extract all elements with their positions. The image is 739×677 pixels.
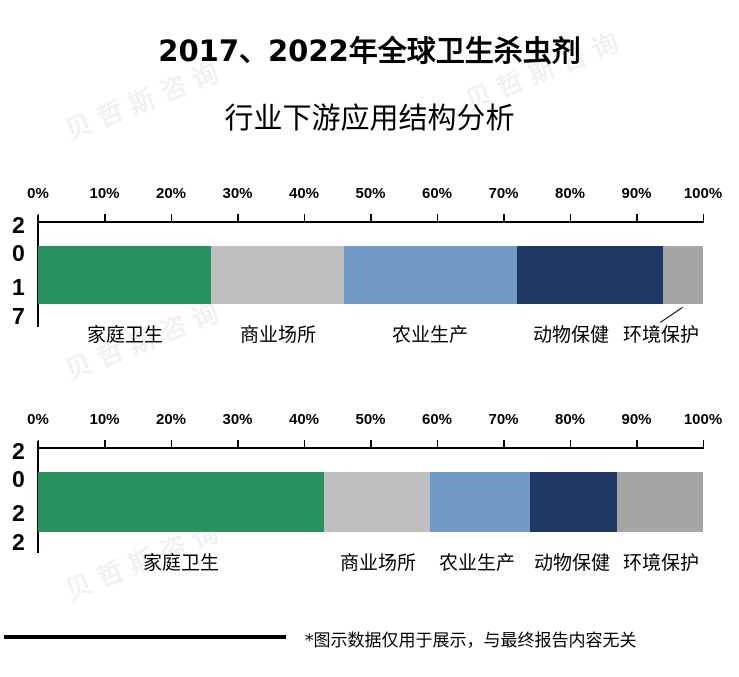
bar-segment[interactable] — [530, 472, 617, 532]
x-tick — [569, 214, 571, 222]
x-tick-label: 80% — [554, 185, 586, 202]
x-tick — [503, 440, 505, 448]
x-tick-label: 100% — [683, 411, 723, 428]
x-tick-label: 50% — [355, 411, 386, 428]
footer-divider — [4, 635, 286, 639]
x-tick-label: 20% — [155, 185, 187, 202]
x-tick-label: 60% — [421, 185, 453, 202]
x-tick-label: 80% — [554, 411, 586, 428]
x-tick-label: 90% — [621, 185, 652, 202]
x-tick — [303, 214, 305, 222]
x-tick — [702, 214, 704, 222]
x-tick — [237, 440, 239, 448]
x-tick-label: 70% — [488, 411, 519, 428]
y-category-label: 0 — [12, 466, 25, 492]
x-tick — [104, 440, 106, 448]
y-category-label: 1 — [12, 274, 25, 300]
bar-segment[interactable] — [323, 472, 431, 532]
segment-label: 动物保健 — [532, 324, 610, 346]
x-tick-label: 50% — [355, 185, 386, 202]
bar-segment[interactable] — [430, 472, 531, 532]
x-tick — [636, 440, 638, 448]
bar-segment[interactable] — [343, 246, 517, 304]
x-tick-label: 100% — [683, 185, 723, 202]
x-tick — [436, 214, 438, 222]
x-tick — [237, 214, 239, 222]
x-axis-line — [38, 221, 704, 223]
x-tick — [170, 440, 172, 448]
x-tick-label: 60% — [421, 411, 453, 428]
x-tick-label: 70% — [488, 185, 519, 202]
stacked-bar-2017 — [38, 246, 703, 304]
segment-label: 家庭卫生 — [142, 552, 219, 574]
x-tick-label: 40% — [288, 411, 320, 428]
chart-2022: 0% 10% 20% 30% 40% 50% 60% 70% 80% 90% 100% 2 0 2 2 家庭卫… — [0, 411, 739, 591]
x-tick — [370, 214, 372, 222]
y-category-label: 7 — [12, 303, 25, 329]
segment-label: 动物保健 — [533, 552, 611, 574]
bar-segment[interactable] — [38, 246, 211, 304]
x-tick-label: 90% — [621, 411, 652, 428]
segment-label: 环境保护 — [622, 552, 700, 574]
bar-segment[interactable] — [616, 472, 703, 532]
segment-label: 家庭卫生 — [86, 324, 164, 346]
bar-segment[interactable] — [210, 246, 344, 304]
x-tick-label: 0% — [27, 185, 49, 202]
bar-segment[interactable] — [663, 246, 703, 304]
segment-label: 商业场所 — [339, 552, 417, 574]
chart-title-line1: 2017、2022年全球卫生杀虫剂 — [158, 34, 581, 68]
x-tick-label: 30% — [222, 411, 253, 428]
x-tick — [503, 214, 505, 222]
segment-label: 环境保护 — [622, 324, 700, 346]
x-tick-label: 10% — [89, 185, 120, 202]
footer-note: *图示数据仅用于展示，与最终报告内容无关 — [305, 631, 637, 651]
x-tick — [569, 440, 571, 448]
x-tick-label: 40% — [288, 185, 320, 202]
x-tick — [436, 440, 438, 448]
x-tick — [170, 214, 172, 222]
x-tick-label: 0% — [27, 411, 49, 428]
y-category-label: 2 — [12, 438, 25, 464]
segment-label: 农业生产 — [391, 324, 469, 346]
x-axis-line — [38, 447, 704, 449]
bar-segment[interactable] — [516, 246, 664, 304]
x-tick — [303, 440, 305, 448]
bar-segment[interactable] — [38, 472, 324, 532]
x-tick-label: 10% — [89, 411, 120, 428]
chart-title-line2: 行业下游应用结构分析 — [224, 101, 515, 135]
x-tick-label: 30% — [222, 185, 253, 202]
x-tick — [104, 214, 106, 222]
y-category-label: 2 — [12, 212, 25, 238]
stacked-bar-2022 — [38, 472, 703, 532]
y-category-label: 0 — [12, 240, 25, 266]
segment-label: 商业场所 — [239, 324, 317, 346]
x-tick — [702, 440, 704, 448]
x-tick — [370, 440, 372, 448]
segment-label: 农业生产 — [438, 552, 516, 574]
x-tick — [636, 214, 638, 222]
y-category-label: 2 — [12, 500, 25, 526]
chart-2017: 0% 10% 20% 30% 40% 50% 60% 70% 80% 90% 100% 2 0 1 7 家庭卫… — [0, 185, 739, 365]
x-tick-label: 20% — [155, 411, 187, 428]
y-category-label: 2 — [12, 529, 25, 555]
